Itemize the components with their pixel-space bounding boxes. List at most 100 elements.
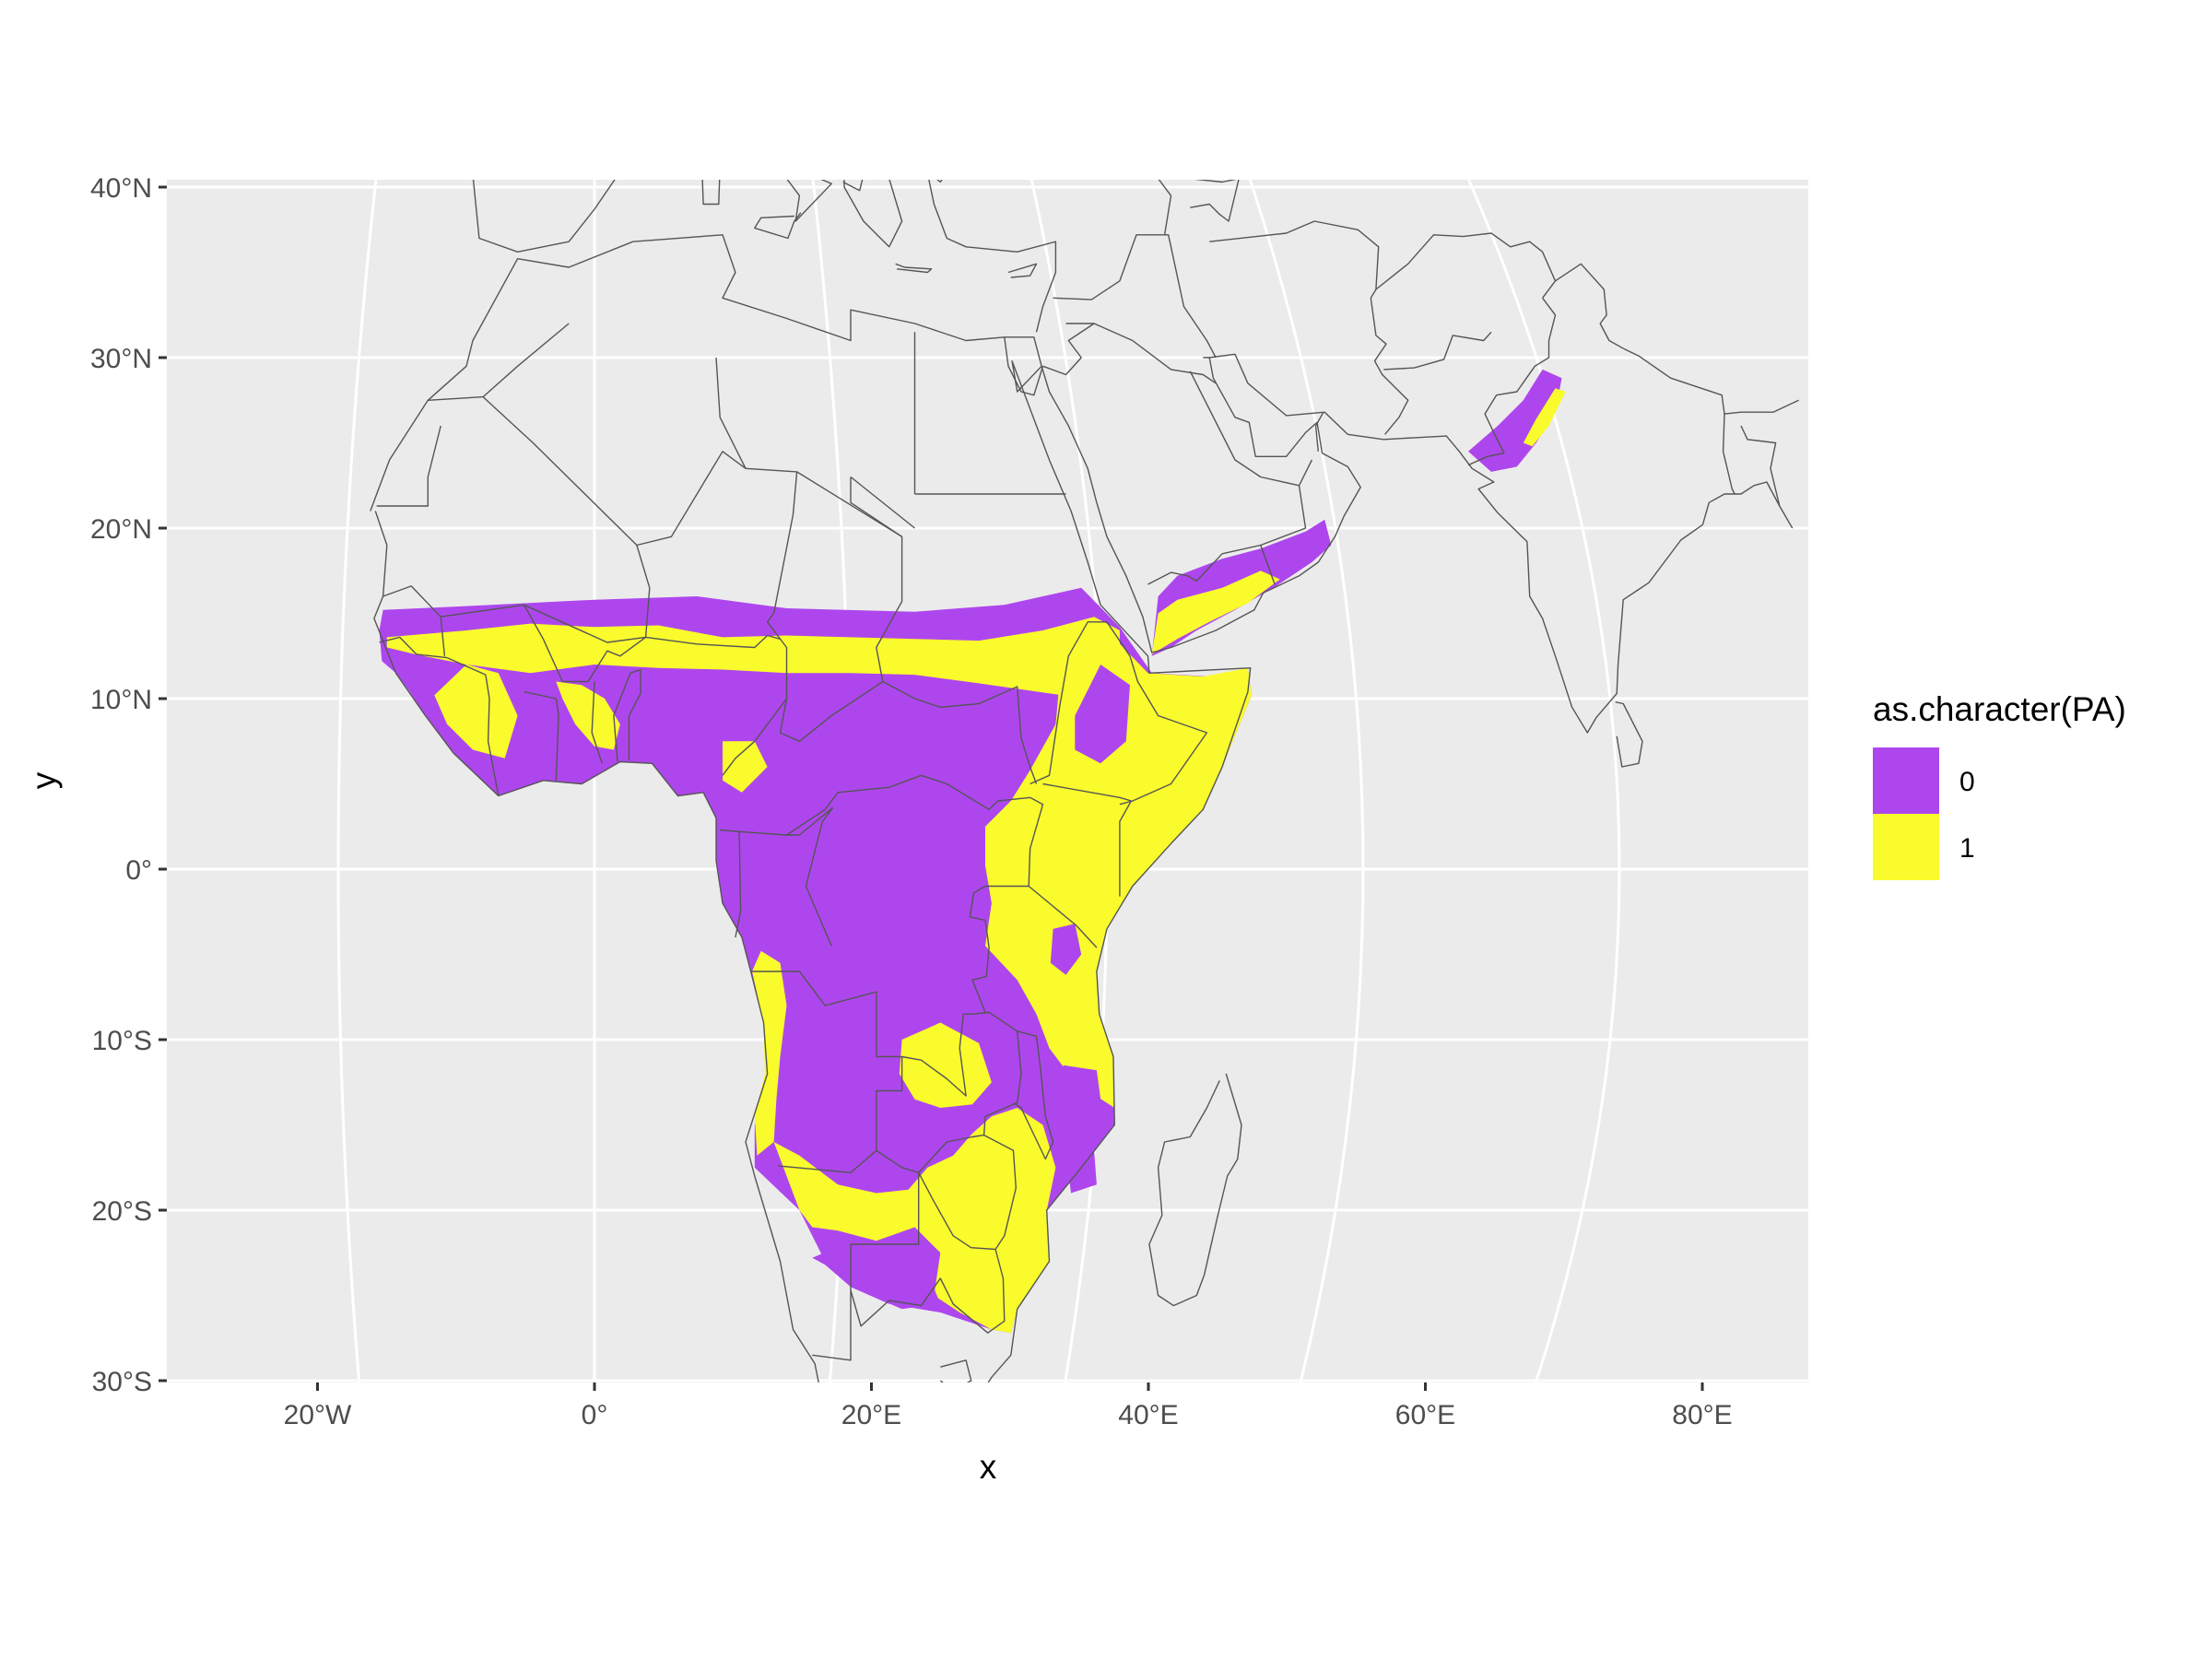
country-borders — [370, 180, 1799, 1382]
absence-patch-mozambique-centre — [1065, 1150, 1097, 1194]
y-tick-label: 30°N — [90, 344, 152, 374]
presence-patch-sahel-band — [386, 617, 1120, 699]
y-tick-label: 30°S — [92, 1367, 152, 1397]
absence-patch-botswana-kalahari — [812, 1241, 941, 1310]
country-border — [1467, 297, 1557, 466]
country-border — [1740, 425, 1781, 507]
graticule-meridian — [1466, 180, 1621, 1382]
country-border — [441, 396, 651, 643]
country-border — [440, 617, 446, 656]
x-tick-label: 20°E — [841, 1400, 901, 1430]
country-border — [1041, 357, 1361, 653]
country-border — [1209, 353, 1794, 734]
country-border — [1722, 414, 1735, 495]
panel-content — [167, 180, 1808, 1382]
country-border — [382, 585, 441, 618]
presence-patch-guinea-savanna — [434, 665, 518, 759]
x-tick-label: 80°E — [1672, 1400, 1732, 1430]
legend-title: as.character(PA) — [1873, 690, 2126, 728]
country-border — [636, 357, 747, 547]
country-border — [1298, 459, 1313, 487]
country-border — [1013, 1030, 1054, 1160]
y-tick-label: 20°S — [92, 1196, 152, 1227]
country-border — [805, 806, 834, 947]
country-border — [523, 604, 647, 683]
absence-region-pakistan-india-patch — [1468, 369, 1562, 472]
country-border — [895, 263, 933, 274]
country-border — [645, 634, 781, 649]
country-border — [428, 323, 570, 401]
y-tick-label: 20°N — [90, 514, 152, 545]
x-tick-label: 0° — [582, 1400, 608, 1430]
country-border — [472, 180, 1057, 333]
country-border — [754, 212, 802, 240]
legend-key-0 — [1873, 747, 1939, 814]
country-border — [524, 690, 559, 781]
country-border — [591, 681, 603, 764]
x-tick-label: 20°W — [284, 1400, 352, 1430]
y-tick-label: 10°N — [90, 685, 152, 715]
country-border — [812, 1172, 920, 1361]
country-border — [1314, 411, 1324, 452]
country-border — [786, 774, 1030, 836]
country-border — [1383, 331, 1492, 371]
country-border — [370, 234, 1252, 1382]
x-axis-title: x — [980, 1448, 997, 1486]
y-tick-label: 0° — [125, 855, 152, 886]
absence-patch-tanzania-highlands — [1050, 924, 1082, 975]
country-border — [850, 476, 915, 529]
country-border — [1375, 232, 1557, 299]
x-tick-label: 60°E — [1395, 1400, 1455, 1430]
country-border — [1007, 263, 1038, 278]
y-axis-title: y — [25, 771, 63, 789]
country-border — [1042, 323, 1095, 376]
country-border — [379, 636, 448, 659]
country-border — [446, 656, 500, 796]
x-axis: 20°W 0° 20°E 40°E 60°E 80°E — [284, 1382, 1733, 1430]
presence-patch-cameroon-highlands — [723, 741, 768, 793]
absence-patch-zambezi-basin — [848, 1145, 922, 1183]
country-border — [850, 1249, 1006, 1334]
absence-patch-mozambique-north — [1063, 1065, 1102, 1134]
country-border — [1209, 220, 1409, 435]
country-border — [376, 425, 441, 507]
presence-patch-ghana-togo-savanna — [556, 681, 620, 750]
country-border — [876, 1011, 1022, 1173]
country-border — [1555, 263, 1799, 415]
absence-patch-ethiopian-highlands — [1075, 665, 1130, 764]
country-border — [722, 698, 788, 776]
legend-key-1 — [1873, 814, 1939, 880]
country-border — [720, 829, 742, 938]
country-border — [739, 806, 833, 836]
graticule-meridian — [336, 180, 378, 1382]
presence-patch-angola-coast — [752, 950, 787, 1156]
legend: as.character(PA) 0 1 — [1873, 690, 2126, 880]
y-axis: 40°N 30°N 20°N 10°N 0° 10°S 20°S 30°S — [90, 173, 167, 1397]
legend-label-1: 1 — [1959, 833, 1975, 864]
presence-patch-zambia-highlands — [899, 1022, 992, 1108]
country-border — [985, 796, 1044, 888]
legend-label-0: 0 — [1959, 767, 1975, 797]
x-tick-label: 40°E — [1118, 1400, 1178, 1430]
presence-patch-india-patch — [1523, 388, 1566, 447]
y-tick-label: 10°S — [92, 1026, 152, 1056]
country-border — [939, 1359, 972, 1382]
country-border — [1260, 545, 1276, 585]
country-border — [1004, 336, 1044, 396]
graticule-meridian — [1248, 180, 1365, 1382]
country-border — [1190, 180, 1240, 222]
country-border — [1093, 323, 1217, 384]
country-border — [1030, 621, 1208, 806]
presence-patch-southern-africa — [773, 1108, 1056, 1334]
presence-patch-yemen-coast — [1151, 571, 1280, 654]
country-border — [842, 180, 864, 192]
country-border — [1615, 701, 1643, 768]
country-border — [1053, 234, 1217, 359]
country-border — [613, 668, 641, 762]
y-tick-label: 40°N — [90, 173, 152, 204]
country-border — [1148, 1073, 1242, 1307]
country-border — [701, 180, 721, 206]
country-border — [1028, 885, 1098, 948]
presence-patch-east-africa — [985, 630, 1253, 1108]
